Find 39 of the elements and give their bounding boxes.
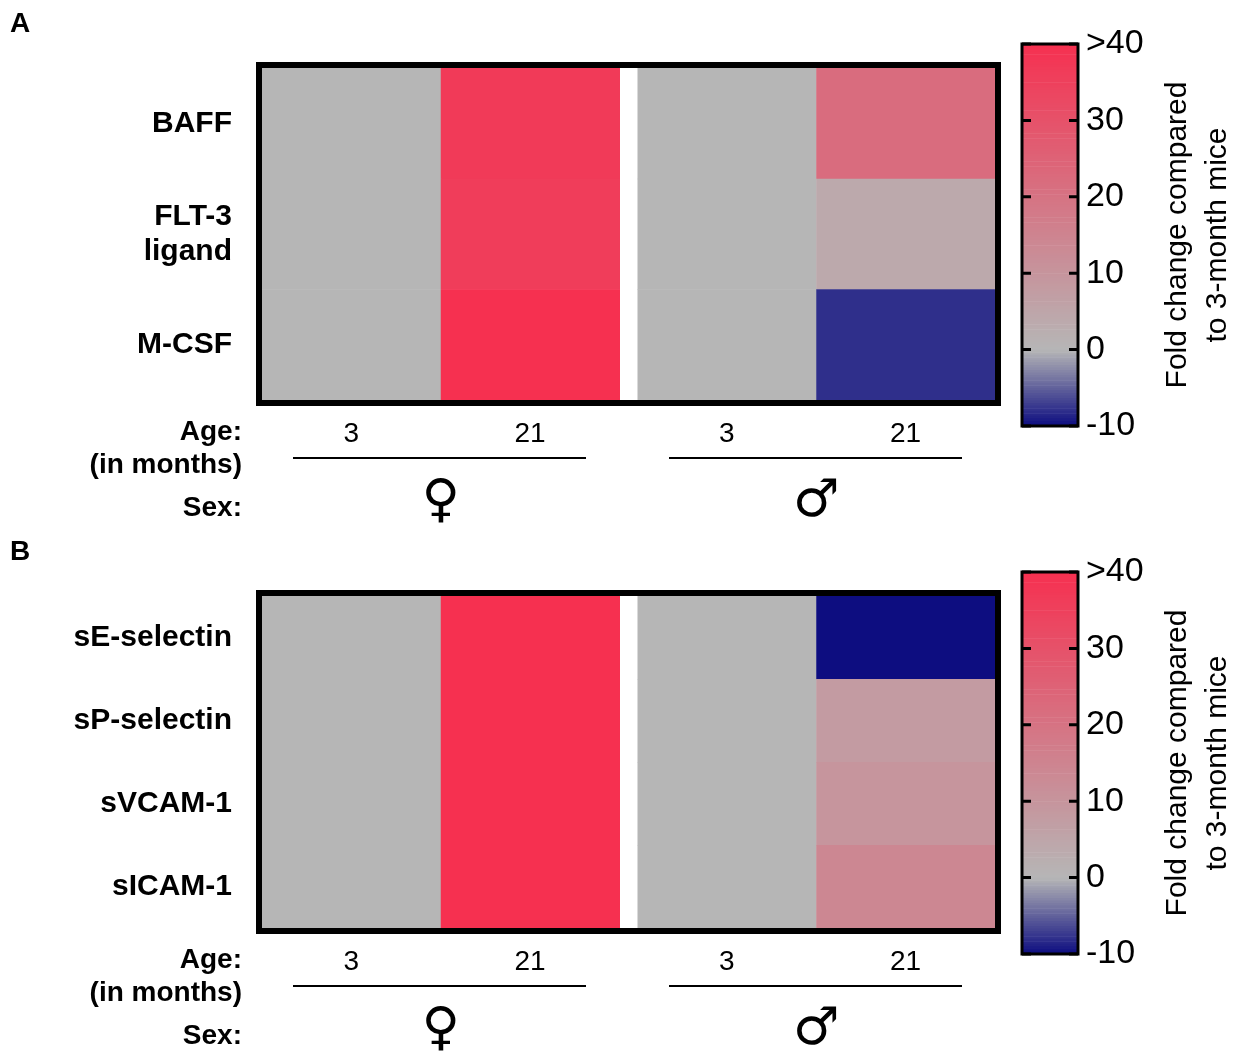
text: B <box>10 534 31 566</box>
color-bar-title: Fold change compared to 3-month mice <box>1159 81 1233 389</box>
color-bar-label: >40 <box>1086 550 1144 589</box>
x-tick-label: 3 <box>343 416 360 448</box>
color-bar-label: -10 <box>1086 404 1136 443</box>
text: ♂ <box>792 995 840 1056</box>
y-tick-label: FLT-3 ligand <box>143 198 232 266</box>
text: ♀ <box>421 995 460 1056</box>
color-bar-label: -10 <box>1086 932 1136 971</box>
x-tick-label: 21 <box>514 944 546 976</box>
x-tick-label: 21 <box>890 944 922 976</box>
text: A <box>10 6 31 38</box>
color-bar-label: 0 <box>1086 855 1105 894</box>
color-bar-label: 20 <box>1086 703 1124 742</box>
color-bar-label: 10 <box>1086 251 1124 290</box>
x-tick-label: 3 <box>343 944 360 976</box>
text: Sex: <box>182 1018 242 1050</box>
y-tick-label: sVCAM-1 <box>100 784 232 818</box>
color-bar-label: 0 <box>1086 327 1105 366</box>
color-bar-label: 10 <box>1086 779 1124 818</box>
color-bar-label: 20 <box>1086 175 1124 214</box>
color-bar-label: 30 <box>1086 98 1124 137</box>
x-axis-title: Age: (in months) <box>89 414 242 479</box>
x-tick-label: 21 <box>890 416 922 448</box>
y-tick-label: sP-selectin <box>73 701 232 735</box>
color-bar-label: >40 <box>1086 22 1144 61</box>
text: ♀ <box>421 467 460 528</box>
y-tick-label: M-CSF <box>137 325 232 359</box>
x-tick-label: 3 <box>719 416 735 448</box>
y-tick-label: sE-selectin <box>73 618 232 652</box>
color-bar-label: 30 <box>1086 626 1124 665</box>
x-tick-label: 21 <box>514 416 546 448</box>
y-tick-label: BAFF <box>152 104 232 138</box>
x-tick-label: 3 <box>719 944 735 976</box>
color-bar-title: Fold change compared to 3-month mice <box>1159 609 1233 917</box>
y-tick-label: sICAM-1 <box>111 867 232 901</box>
text: ♂ <box>792 467 840 528</box>
text: Sex: <box>182 490 242 522</box>
x-axis-title: Age: (in months) <box>89 942 242 1007</box>
